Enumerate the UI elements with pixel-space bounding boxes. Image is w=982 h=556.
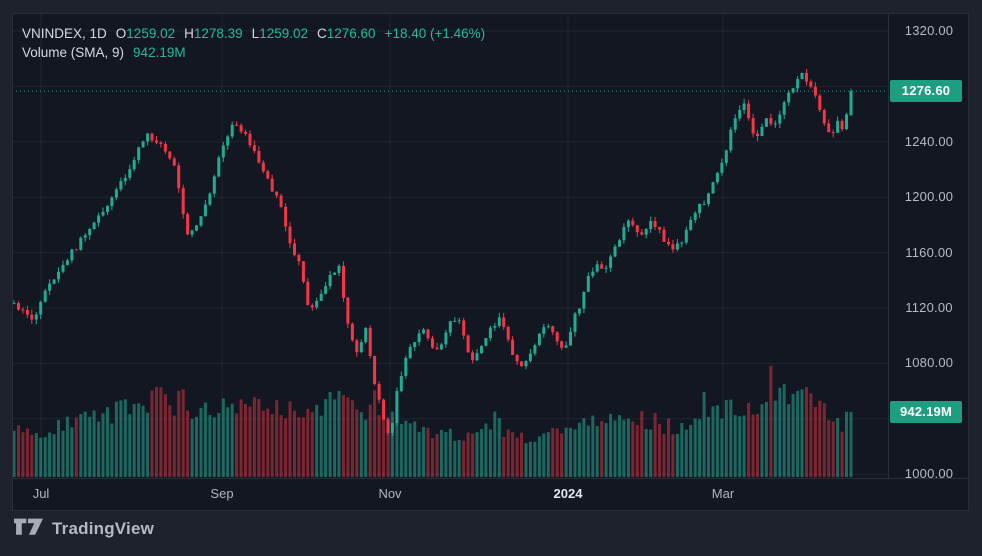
price-axis-label: 1240.00 — [904, 133, 954, 149]
volume-value: 942.19M — [133, 45, 186, 60]
time-axis[interactable]: Jul Sep Nov 2024 Mar — [12, 479, 969, 510]
time-axis-label: Sep — [210, 486, 234, 501]
tradingview-logo-text: TradingView — [52, 519, 155, 538]
price-axis-label: 1200.00 — [904, 189, 954, 205]
change-value: +18.40 (+1.46%) — [384, 26, 486, 41]
panel-border-left — [12, 13, 13, 511]
price-axis[interactable]: 1320.00 1240.00 1200.00 1160.00 1120.00 1080.… — [889, 13, 969, 481]
high-value: H1278.39 — [184, 26, 243, 41]
time-axis-label: 2024 — [553, 486, 583, 501]
price-axis-separator — [888, 13, 889, 478]
price-axis-label: 1120.00 — [905, 300, 953, 315]
price-axis-label: 1000.00 — [904, 466, 954, 482]
panel-border-right — [968, 13, 969, 511]
tradingview-logo[interactable]: TradingView — [14, 518, 154, 540]
time-axis-label: Nov — [378, 486, 402, 501]
time-axis-label: Jul — [32, 486, 50, 501]
price-axis-label: 1080.00 — [904, 355, 954, 371]
panel-border-bottom — [12, 510, 969, 511]
close-value: C1276.60 — [317, 26, 376, 41]
price-axis-label: 1320.00 — [904, 23, 954, 38]
open-value: O1259.02 — [115, 26, 176, 41]
price-axis-label: 1160.00 — [905, 244, 953, 260]
last-price-badge: 1276.60 — [890, 80, 962, 103]
low-value: L1259.02 — [251, 26, 308, 41]
symbol-title[interactable]: VNINDEX, 1D — [22, 26, 107, 41]
candlestick-chart[interactable] — [12, 13, 889, 478]
chart-panel — [12, 13, 969, 511]
tradingview-logo-icon — [14, 518, 43, 535]
time-axis-label: Mar — [711, 486, 735, 501]
legend-ohlc-row: VNINDEX, 1D O1259.02 H1278.39 L1259.02 C… — [22, 24, 485, 43]
time-axis-separator — [12, 478, 969, 479]
last-volume-badge: 942.19M — [890, 400, 962, 423]
volume-indicator-title[interactable]: Volume (SMA, 9) — [22, 45, 125, 60]
panel-border-top — [12, 13, 969, 14]
chart-legend: VNINDEX, 1D O1259.02 H1278.39 L1259.02 C… — [22, 24, 485, 62]
legend-volume-row: Volume (SMA, 9) 942.19M — [22, 43, 485, 62]
